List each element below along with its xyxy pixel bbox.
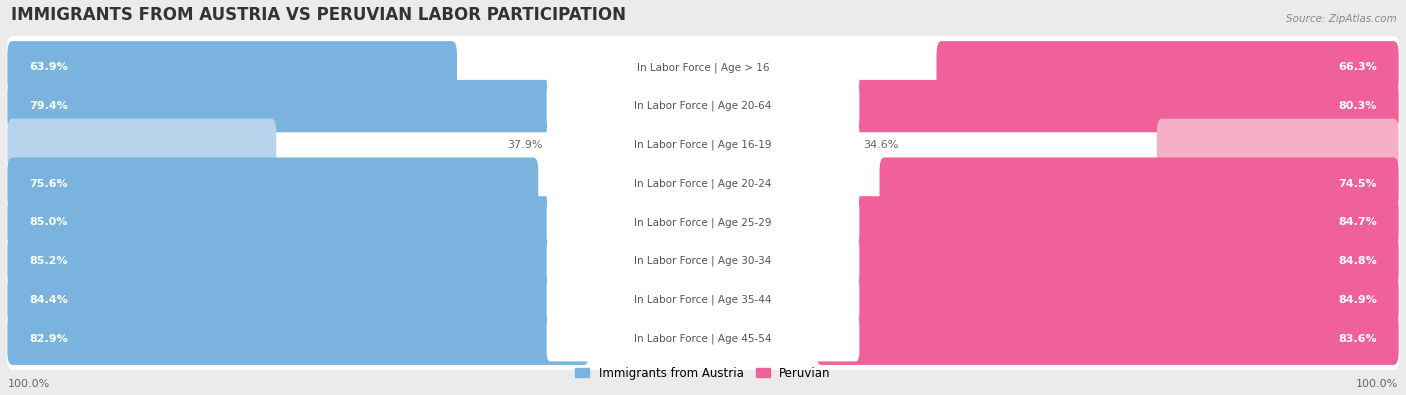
Text: In Labor Force | Age 20-64: In Labor Force | Age 20-64 — [634, 101, 772, 111]
Text: IMMIGRANTS FROM AUSTRIA VS PERUVIAN LABOR PARTICIPATION: IMMIGRANTS FROM AUSTRIA VS PERUVIAN LABO… — [11, 6, 626, 24]
FancyBboxPatch shape — [7, 269, 1399, 331]
Text: In Labor Force | Age 35-44: In Labor Force | Age 35-44 — [634, 295, 772, 305]
FancyBboxPatch shape — [817, 312, 1399, 365]
Text: In Labor Force | Age 45-54: In Labor Force | Age 45-54 — [634, 333, 772, 344]
FancyBboxPatch shape — [547, 161, 859, 206]
FancyBboxPatch shape — [7, 274, 599, 326]
FancyBboxPatch shape — [547, 316, 859, 361]
Text: In Labor Force | Age 25-29: In Labor Force | Age 25-29 — [634, 217, 772, 228]
Text: In Labor Force | Age 30-34: In Labor Force | Age 30-34 — [634, 256, 772, 267]
FancyBboxPatch shape — [547, 239, 859, 284]
Text: 84.8%: 84.8% — [1339, 256, 1376, 266]
FancyBboxPatch shape — [547, 45, 859, 90]
Text: 74.5%: 74.5% — [1339, 179, 1376, 189]
Text: 100.0%: 100.0% — [1355, 379, 1398, 389]
FancyBboxPatch shape — [808, 235, 1399, 288]
Text: 84.7%: 84.7% — [1339, 217, 1376, 228]
Text: Source: ZipAtlas.com: Source: ZipAtlas.com — [1286, 14, 1396, 24]
FancyBboxPatch shape — [547, 122, 859, 167]
Text: 80.3%: 80.3% — [1339, 101, 1376, 111]
Text: 100.0%: 100.0% — [8, 379, 51, 389]
Legend: Immigrants from Austria, Peruvian: Immigrants from Austria, Peruvian — [575, 367, 831, 380]
FancyBboxPatch shape — [7, 114, 1399, 176]
FancyBboxPatch shape — [808, 196, 1399, 248]
FancyBboxPatch shape — [7, 235, 605, 288]
FancyBboxPatch shape — [7, 80, 565, 132]
Text: 66.3%: 66.3% — [1339, 62, 1376, 72]
FancyBboxPatch shape — [547, 83, 859, 129]
Text: 63.9%: 63.9% — [30, 62, 67, 72]
FancyBboxPatch shape — [807, 274, 1399, 326]
Text: 34.6%: 34.6% — [863, 140, 898, 150]
FancyBboxPatch shape — [547, 200, 859, 245]
FancyBboxPatch shape — [7, 158, 538, 210]
Text: 79.4%: 79.4% — [30, 101, 67, 111]
FancyBboxPatch shape — [7, 312, 589, 365]
Text: In Labor Force | Age 16-19: In Labor Force | Age 16-19 — [634, 139, 772, 150]
Text: 37.9%: 37.9% — [508, 140, 543, 150]
Text: 75.6%: 75.6% — [30, 179, 67, 189]
Text: 82.9%: 82.9% — [30, 334, 67, 344]
FancyBboxPatch shape — [547, 277, 859, 323]
Text: In Labor Force | Age 20-24: In Labor Force | Age 20-24 — [634, 179, 772, 189]
FancyBboxPatch shape — [880, 158, 1399, 210]
FancyBboxPatch shape — [7, 118, 277, 171]
FancyBboxPatch shape — [936, 41, 1399, 94]
FancyBboxPatch shape — [7, 36, 1399, 98]
Text: In Labor Force | Age > 16: In Labor Force | Age > 16 — [637, 62, 769, 73]
FancyBboxPatch shape — [1157, 118, 1399, 171]
Text: 83.6%: 83.6% — [1339, 334, 1376, 344]
FancyBboxPatch shape — [7, 308, 1399, 370]
FancyBboxPatch shape — [7, 41, 457, 94]
FancyBboxPatch shape — [7, 191, 1399, 254]
FancyBboxPatch shape — [839, 80, 1399, 132]
Text: 84.4%: 84.4% — [30, 295, 67, 305]
Text: 85.2%: 85.2% — [30, 256, 67, 266]
FancyBboxPatch shape — [7, 230, 1399, 292]
FancyBboxPatch shape — [7, 196, 603, 248]
Text: 85.0%: 85.0% — [30, 217, 67, 228]
FancyBboxPatch shape — [7, 152, 1399, 215]
FancyBboxPatch shape — [7, 75, 1399, 137]
Text: 84.9%: 84.9% — [1339, 295, 1376, 305]
